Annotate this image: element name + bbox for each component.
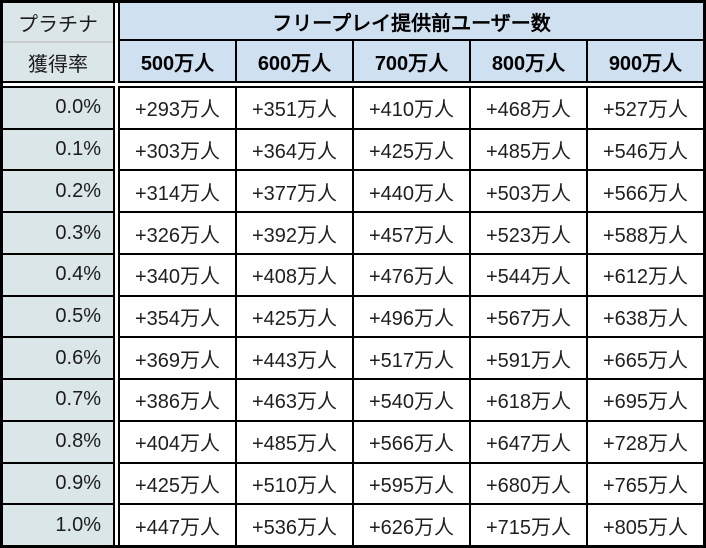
rate-cell: 0.1%: [3, 129, 113, 170]
value-cell: +647万人: [471, 421, 586, 462]
value-cell: +765万人: [588, 463, 703, 504]
value-cell: +523万人: [471, 213, 586, 253]
value-cell: +510万人: [237, 463, 352, 504]
vertical-double-line-spacer: [115, 3, 118, 545]
value-cell: +695万人: [588, 380, 703, 420]
value-cell: +618万人: [471, 380, 586, 420]
value-cell: +440万人: [354, 171, 469, 212]
value-cell: +340万人: [120, 254, 235, 295]
corner-label-platinum: プラチナ: [3, 3, 113, 43]
value-cell: +612万人: [588, 254, 703, 295]
value-cell: +728万人: [588, 421, 703, 462]
value-cell: +566万人: [588, 171, 703, 212]
rate-cell: 0.4%: [3, 254, 113, 295]
value-cell: +364万人: [237, 129, 352, 170]
rate-cell: 0.0%: [3, 88, 113, 128]
column-header-500: 500万人: [120, 41, 235, 81]
column-header-800: 800万人: [471, 41, 586, 81]
value-cell: +715万人: [471, 505, 586, 545]
value-cell: +680万人: [471, 463, 586, 504]
value-cell: +351万人: [237, 88, 352, 128]
horizontal-double-line-spacer: [3, 83, 703, 86]
value-cell: +303万人: [120, 129, 235, 170]
value-cell: +591万人: [471, 338, 586, 379]
value-cell: +536万人: [237, 505, 352, 545]
value-cell: +588万人: [588, 213, 703, 253]
corner-header-cell: プラチナ 獲得率: [3, 3, 113, 81]
column-header-900: 900万人: [588, 41, 703, 81]
value-cell: +425万人: [237, 296, 352, 337]
rate-cell: 0.8%: [3, 421, 113, 462]
value-cell: +496万人: [354, 296, 469, 337]
value-cell: +326万人: [120, 213, 235, 253]
value-cell: +463万人: [237, 380, 352, 420]
value-cell: +503万人: [471, 171, 586, 212]
column-header-600: 600万人: [237, 41, 352, 81]
value-cell: +410万人: [354, 88, 469, 128]
value-cell: +485万人: [471, 129, 586, 170]
value-cell: +392万人: [237, 213, 352, 253]
rate-cell: 0.2%: [3, 171, 113, 212]
value-cell: +544万人: [471, 254, 586, 295]
rate-cell: 0.5%: [3, 296, 113, 337]
rate-cell: 0.6%: [3, 338, 113, 379]
corner-label-rate: 獲得率: [28, 53, 88, 76]
value-cell: +293万人: [120, 88, 235, 128]
table-title: フリープレイ提供前ユーザー数: [120, 3, 703, 39]
value-cell: +369万人: [120, 338, 235, 379]
value-cell: +517万人: [354, 338, 469, 379]
value-cell: +805万人: [588, 505, 703, 545]
value-cell: +485万人: [237, 421, 352, 462]
value-cell: +314万人: [120, 171, 235, 212]
value-cell: +386万人: [120, 380, 235, 420]
value-cell: +408万人: [237, 254, 352, 295]
value-cell: +567万人: [471, 296, 586, 337]
value-cell: +595万人: [354, 463, 469, 504]
column-header-700: 700万人: [354, 41, 469, 81]
value-cell: +638万人: [588, 296, 703, 337]
value-cell: +425万人: [354, 129, 469, 170]
value-cell: +527万人: [588, 88, 703, 128]
value-cell: +626万人: [354, 505, 469, 545]
value-cell: +540万人: [354, 380, 469, 420]
rate-cell: 0.3%: [3, 213, 113, 253]
value-cell: +425万人: [120, 463, 235, 504]
value-cell: +665万人: [588, 338, 703, 379]
rate-cell: 0.7%: [3, 380, 113, 420]
value-cell: +457万人: [354, 213, 469, 253]
value-cell: +404万人: [120, 421, 235, 462]
value-cell: +468万人: [471, 88, 586, 128]
rate-cell: 1.0%: [3, 505, 113, 545]
value-cell: +546万人: [588, 129, 703, 170]
value-cell: +447万人: [120, 505, 235, 545]
value-cell: +566万人: [354, 421, 469, 462]
value-cell: +377万人: [237, 171, 352, 212]
rate-cell: 0.9%: [3, 463, 113, 504]
value-cell: +443万人: [237, 338, 352, 379]
value-cell: +354万人: [120, 296, 235, 337]
value-cell: +476万人: [354, 254, 469, 295]
